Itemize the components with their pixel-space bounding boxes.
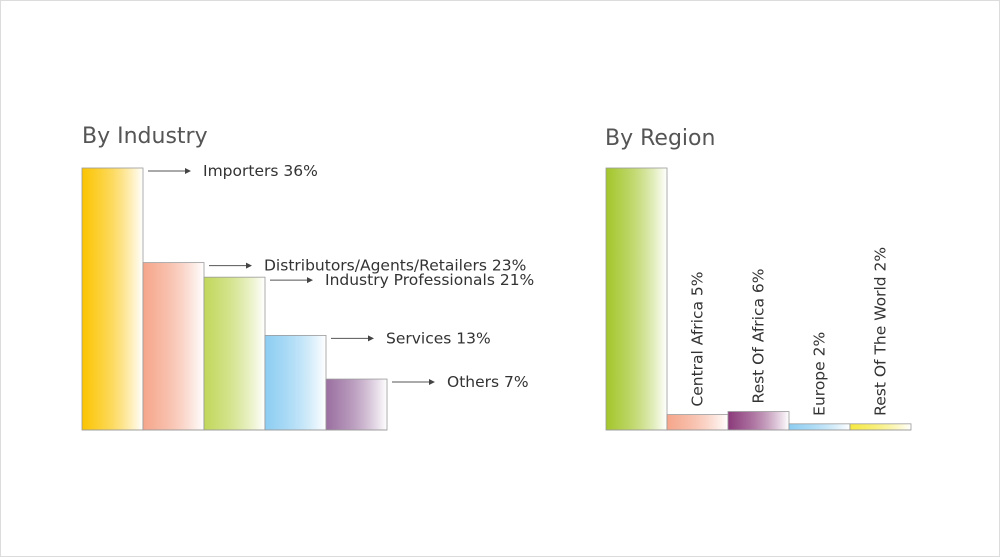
region-bar — [727, 411, 790, 431]
industry-bar-label: Industry Professionals 21% — [325, 271, 534, 289]
region-bar — [849, 423, 912, 431]
arrow-head-icon — [429, 379, 435, 386]
industry-bar-label: Others 7% — [447, 373, 529, 391]
region-bar — [666, 414, 729, 431]
arrow-head-icon — [246, 262, 252, 269]
region-bar-label: Rest Of The World 2% — [872, 247, 890, 416]
region-bar-label: Europe 2% — [811, 332, 829, 416]
region-bar — [605, 167, 668, 431]
arrow-head-icon — [185, 168, 191, 174]
industry-bar-label: Distributors/Agents/Retailers 23% — [264, 257, 526, 275]
arrow-head-icon — [307, 277, 313, 284]
industry-chart: By Industry Importers 36% Distributors/Ag… — [81, 124, 534, 431]
region-bar-label: Central Africa 5% — [689, 271, 707, 406]
industry-bar — [142, 262, 205, 431]
arrow-head-icon — [368, 335, 374, 342]
industry-bar — [264, 334, 327, 431]
region-chart-title: By Region — [605, 126, 715, 151]
industry-bar — [325, 378, 388, 431]
industry-bar-label: Services 13% — [386, 329, 491, 347]
industry-chart-title: By Industry — [82, 124, 208, 149]
industry-bar — [203, 276, 266, 431]
region-bar — [788, 423, 851, 431]
region-bar-label: Rest Of Africa 6% — [750, 269, 768, 404]
industry-bar-label: Importers 36% — [203, 162, 318, 180]
region-chart: By Region Central Africa 5% Rest Of Afric… — [605, 126, 912, 431]
industry-bar — [81, 167, 144, 431]
